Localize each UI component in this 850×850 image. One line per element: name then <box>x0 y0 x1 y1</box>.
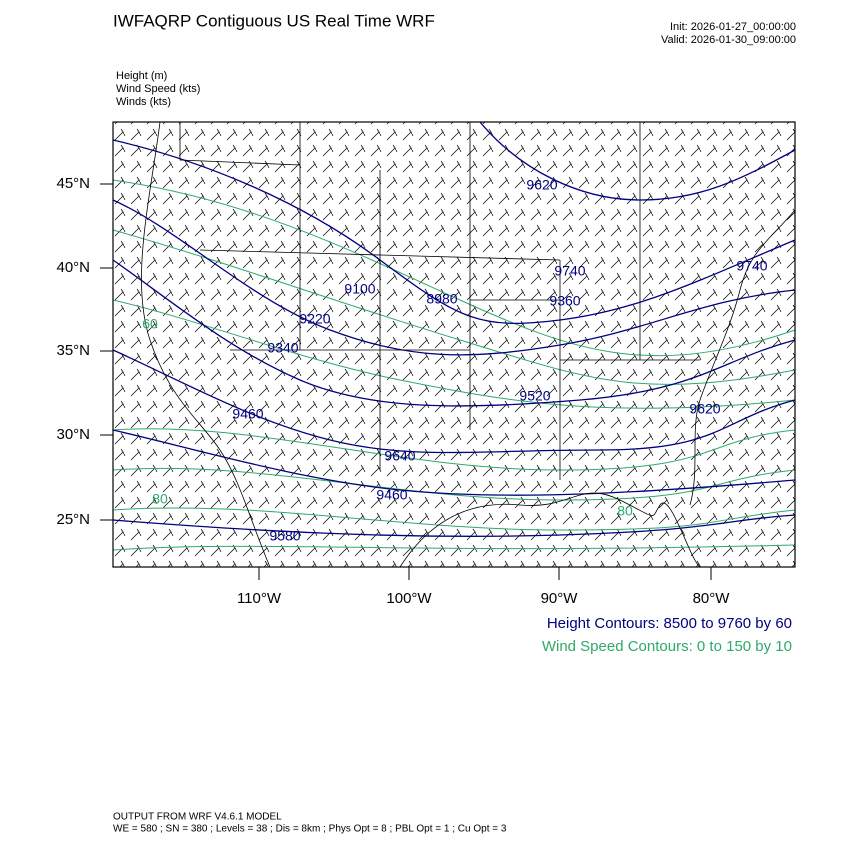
height-label: 8980 <box>426 291 457 307</box>
lon-label: 90°W <box>541 590 579 607</box>
wind-barbs <box>113 122 795 567</box>
height-label: 9220 <box>299 311 330 327</box>
legend-height: Height Contours: 8500 to 9760 by 60 <box>547 615 792 632</box>
lat-label: 35°N <box>56 342 90 359</box>
height-label: 9460 <box>376 487 407 503</box>
valid-time: Valid: 2026-01-30_09:00:00 <box>661 34 796 46</box>
map-frame <box>112 121 796 568</box>
lat-label: 45°N <box>56 175 90 192</box>
height-contours <box>112 121 796 537</box>
wind-label: 80 <box>617 503 633 519</box>
height-label: 9620 <box>689 401 720 417</box>
height-label: 9740 <box>554 263 585 279</box>
legend-wind: Wind Speed Contours: 0 to 150 by 10 <box>542 638 792 655</box>
lat-label: 25°N <box>56 511 90 528</box>
height-label: 9360 <box>549 293 580 309</box>
field-name: Wind Speed (kts) <box>116 83 200 95</box>
height-label: 9740 <box>736 258 767 274</box>
height-label: 9100 <box>344 281 375 297</box>
field-name: Height (m) <box>116 70 167 82</box>
footer-settings: WE = 580 ; SN = 380 ; Levels = 38 ; Dis … <box>113 824 507 835</box>
field-name: Winds (kts) <box>116 96 171 108</box>
title: IWFAQRP Contiguous US Real Time WRF <box>113 11 435 30</box>
lat-label: 40°N <box>56 259 90 276</box>
height-label: 9340 <box>267 340 298 356</box>
height-label: 9520 <box>519 388 550 404</box>
lon-label: 100°W <box>386 590 432 607</box>
borders <box>179 122 700 480</box>
lon-label: 80°W <box>693 590 731 607</box>
height-label: 9460 <box>232 406 263 422</box>
height-label: 9620 <box>526 177 557 193</box>
height-label: 9640 <box>384 448 415 464</box>
height-label: 9580 <box>269 528 300 544</box>
coastline <box>141 121 796 568</box>
wind-label: 80 <box>152 491 168 507</box>
init-time: Init: 2026-01-27_00:00:00 <box>670 21 796 33</box>
wind-label: 60 <box>142 316 158 332</box>
footer-model: OUTPUT FROM WRF V4.6.1 MODEL <box>113 812 282 823</box>
lon-label: 110°W <box>237 590 282 607</box>
lat-label: 30°N <box>56 426 90 443</box>
wind-contours <box>112 179 796 551</box>
map <box>112 121 796 568</box>
